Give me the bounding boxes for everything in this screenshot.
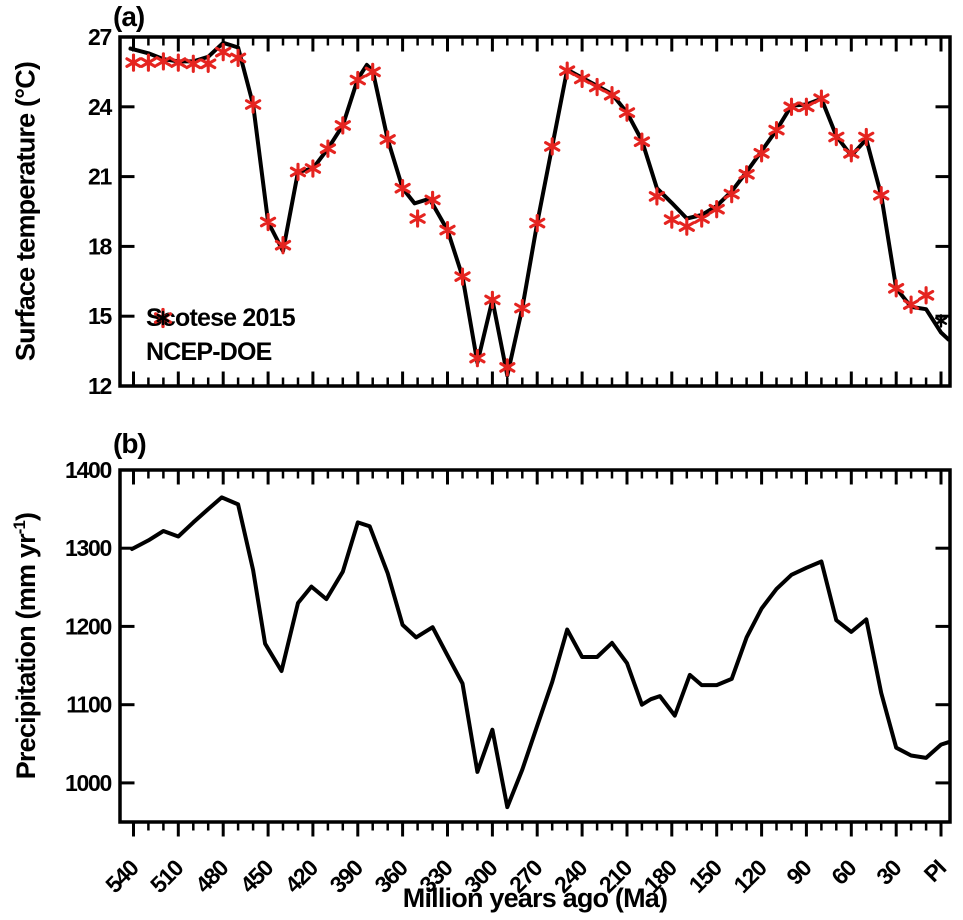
panel-a-frame: [118, 35, 952, 388]
y-tick-label: 15: [88, 303, 112, 329]
y-tick-label: 1000: [65, 770, 111, 796]
panel-b: 540 510 480 450 420 390 360 330 300 270 240 210 180 1…: [65, 457, 952, 898]
y-tick-label: 24: [88, 94, 112, 120]
panel-a: 12 15 18 21 24 27: [88, 24, 952, 399]
legend-item-scotese: Scotese 2015: [146, 301, 296, 335]
precipitation-axis-title-main: Precipitation (mm yr: [11, 534, 41, 780]
y-tick-label: 1200: [65, 613, 111, 639]
y-tick-label: 27: [88, 24, 111, 50]
panel-b-frame: [118, 468, 952, 824]
legend-label-scotese: Scotese 2015: [146, 303, 296, 332]
legend-label-ncep-doe: NCEP-DOE: [146, 337, 272, 366]
y-tick-label: 12: [88, 373, 111, 399]
precipitation-axis-title-end: ): [11, 512, 41, 521]
ncep-doe-markers: [935, 314, 948, 328]
panel-a-label: (a): [113, 1, 145, 32]
temperature-axis-title: Surface temperature (°C): [10, 61, 41, 362]
precipitation-axis-title: Precipitation (mm yr-1): [10, 436, 42, 856]
panel-b-label: (b): [113, 428, 147, 459]
y-tick-label: 1100: [66, 692, 111, 718]
y-tick-label: 21: [88, 164, 112, 190]
y-tick-label: 18: [88, 233, 112, 259]
y-tick-label: 1300: [65, 535, 111, 561]
y-tick-label: 1400: [65, 457, 111, 483]
scotese-2015-markers: [125, 42, 935, 377]
x-axis-title: Million years ago (Ma): [402, 883, 668, 913]
legend: Scotese 2015 NCEP-DOE: [146, 301, 296, 369]
legend-item-ncep-doe: NCEP-DOE: [146, 310, 295, 369]
ncep-doe-asterisk-icon: [156, 310, 170, 326]
simulated-precipitation-line: [130, 495, 951, 810]
precipitation-axis-title-superscript: -1: [10, 520, 29, 535]
